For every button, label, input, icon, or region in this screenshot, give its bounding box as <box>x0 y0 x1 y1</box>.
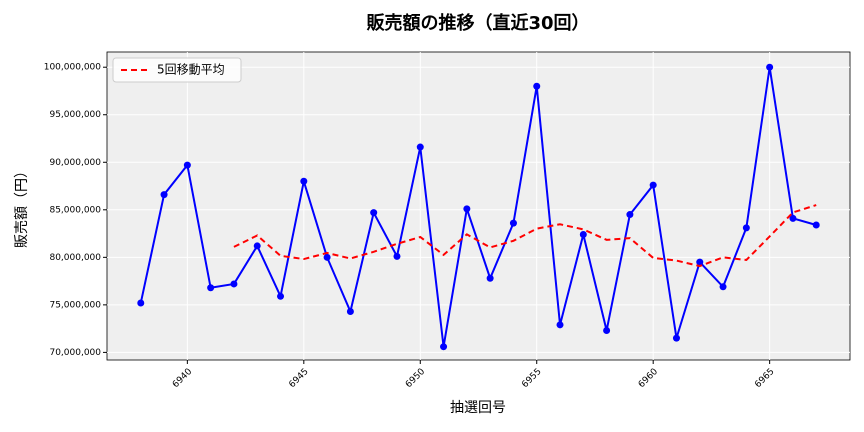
x-tick-label: 6960 <box>637 367 660 390</box>
data-point <box>253 242 261 250</box>
x-tick-label: 6945 <box>287 367 310 390</box>
x-tick-label: 6940 <box>171 367 194 390</box>
y-tick-label: 90,000,000 <box>49 158 101 168</box>
data-point <box>463 205 471 213</box>
data-point <box>137 299 145 307</box>
x-tick-label: 6965 <box>753 367 776 390</box>
x-tick-label: 6955 <box>520 367 543 390</box>
data-point <box>486 274 494 282</box>
y-axis-label: 販売額（円） <box>14 164 30 248</box>
data-point <box>789 214 797 222</box>
y-tick-label: 85,000,000 <box>49 205 101 215</box>
data-point <box>719 283 727 291</box>
data-point <box>672 334 680 342</box>
y-tick-label: 80,000,000 <box>49 253 101 263</box>
data-point <box>533 82 541 90</box>
data-point <box>649 181 657 189</box>
chart-title: 販売額の推移（直近30回） <box>366 12 589 34</box>
data-point <box>323 253 331 261</box>
data-point <box>440 343 448 351</box>
y-tick-label: 75,000,000 <box>49 300 101 310</box>
series-line <box>233 204 817 268</box>
data-point <box>370 209 378 217</box>
data-point <box>603 327 611 335</box>
data-point <box>160 191 168 199</box>
data-point <box>393 252 401 260</box>
data-point <box>556 321 564 329</box>
data-point <box>579 231 587 239</box>
data-point <box>416 143 424 151</box>
y-tick-label: 95,000,000 <box>49 110 101 120</box>
data-point <box>626 211 634 219</box>
data-point <box>346 308 354 316</box>
y-tick-label: 100,000,000 <box>44 63 102 73</box>
data-point <box>207 284 215 292</box>
x-tick-label: 6950 <box>404 367 427 390</box>
data-point <box>300 177 308 185</box>
x-axis-label: 抽選回号 <box>450 400 506 416</box>
data-point <box>230 280 238 288</box>
data-point <box>696 258 704 266</box>
data-point <box>766 63 774 71</box>
y-tick-label: 70,000,000 <box>49 348 101 358</box>
data-point <box>183 161 191 169</box>
legend-label: 5回移動平均 <box>157 63 225 77</box>
data-point <box>509 219 517 227</box>
data-point <box>812 221 820 229</box>
plot-area <box>106 51 851 361</box>
data-point <box>277 292 285 300</box>
series-line <box>139 67 817 347</box>
legend-box <box>112 57 242 83</box>
data-point <box>742 224 750 232</box>
